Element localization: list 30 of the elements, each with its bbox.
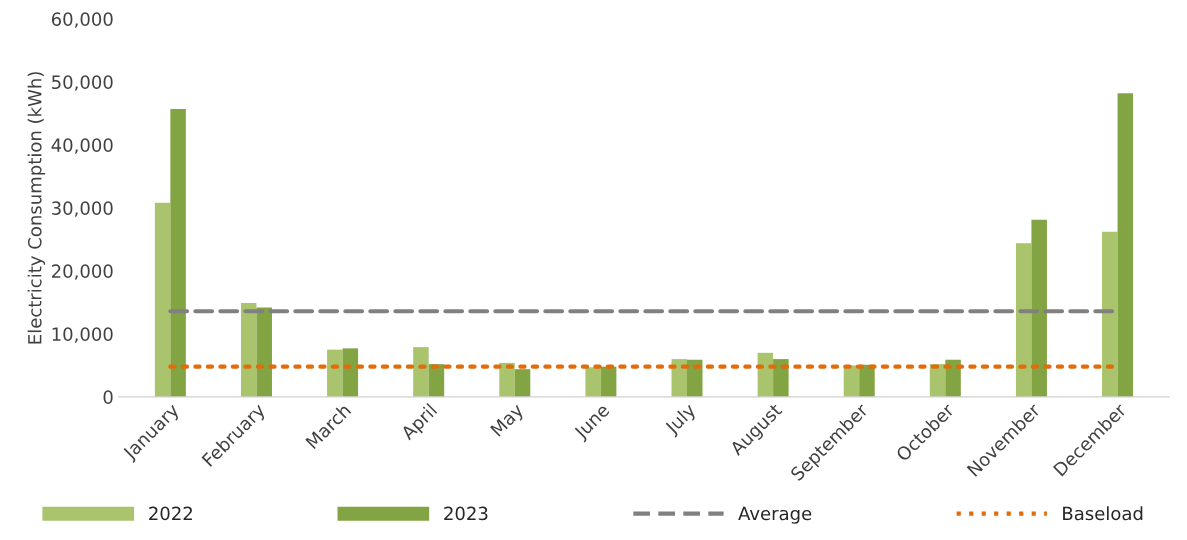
y-tick-label: 30,000 [52, 201, 113, 217]
bar [170, 108, 186, 397]
bar [327, 349, 343, 397]
bar [413, 347, 429, 397]
bar [600, 366, 617, 397]
bar [1031, 219, 1047, 397]
bar [859, 364, 875, 397]
y-tick-label: 10,000 [52, 327, 113, 343]
y-axis-title: Electricity Consumption (kWh) [27, 72, 46, 344]
bar [1015, 243, 1032, 397]
bar [342, 348, 359, 397]
y-tick-label: 20,000 [51, 264, 113, 280]
y-tick-label: 60,000 [51, 12, 113, 28]
y-tick-label: 50,000 [52, 75, 113, 91]
legend-label: Baseload [1063, 506, 1143, 521]
legend-label: Average [738, 506, 812, 524]
bar [773, 359, 789, 397]
bar [154, 202, 171, 397]
y-tick-label: 0 [103, 390, 113, 405]
bar [256, 307, 272, 397]
bar [945, 359, 961, 397]
legend-label: 2023 [444, 506, 488, 521]
bar [1102, 231, 1118, 397]
bar [585, 367, 601, 397]
y-tick-label: 40,000 [51, 138, 113, 154]
bar [1117, 93, 1134, 397]
legend-label: 2022 [149, 506, 192, 521]
bar [240, 303, 257, 397]
bar [499, 362, 515, 397]
bar [514, 369, 531, 397]
